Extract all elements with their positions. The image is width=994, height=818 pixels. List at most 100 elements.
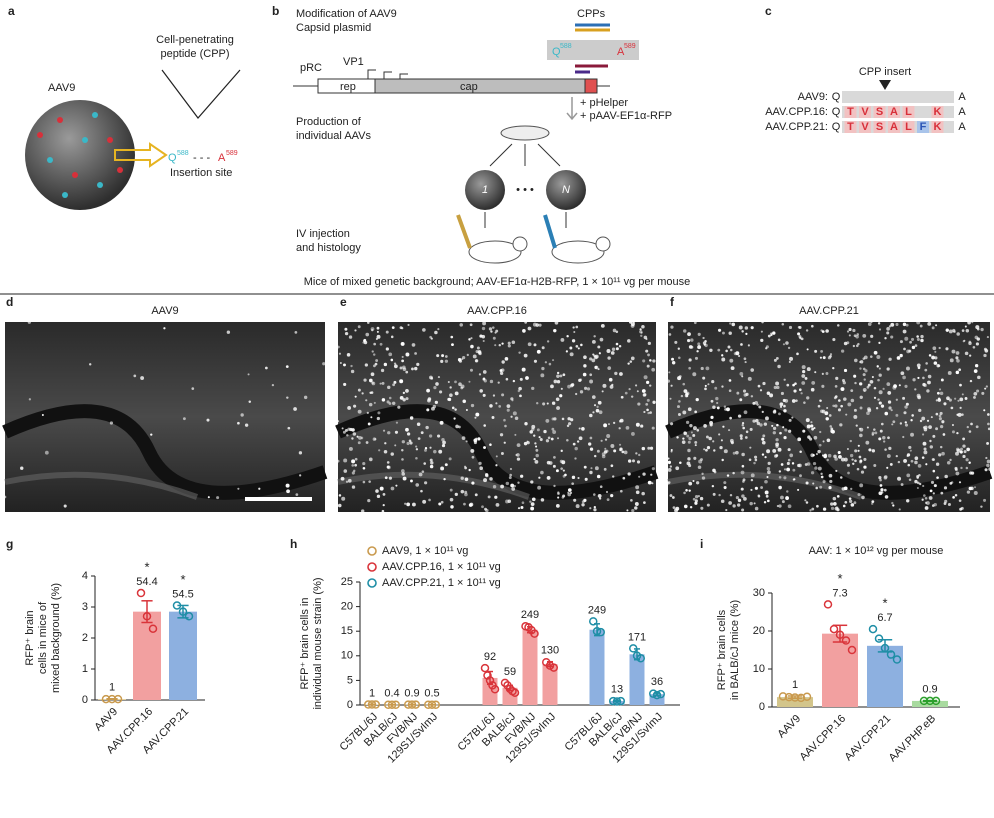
cell-signal <box>610 464 614 468</box>
y-tick-label: 10 <box>341 650 353 662</box>
legend-label: AAV.CPP.16, 1 × 10¹¹ vg <box>382 561 501 573</box>
cell-signal <box>489 477 493 481</box>
cell-signal <box>755 487 758 490</box>
cell-signal <box>685 489 688 492</box>
cell-signal <box>533 359 538 363</box>
cell-signal <box>819 485 823 489</box>
cell-signal <box>516 457 521 461</box>
cell-signal <box>380 368 385 373</box>
cell-signal <box>470 403 475 408</box>
cell-signal <box>576 440 580 443</box>
cell-signal <box>421 470 425 473</box>
bar <box>867 645 903 707</box>
cell-signal <box>830 502 834 506</box>
residue-q: Q <box>552 46 561 58</box>
cell-signal <box>489 443 492 446</box>
cell-signal <box>938 453 942 457</box>
cell-signal <box>440 359 444 363</box>
cell-signal <box>677 347 680 350</box>
cell-signal <box>911 345 916 350</box>
cell-signal <box>437 328 440 331</box>
cell-signal <box>819 399 822 402</box>
cell-signal <box>725 508 728 512</box>
bar <box>482 677 498 705</box>
cell-signal <box>630 324 635 328</box>
cell-signal <box>669 494 673 497</box>
cell-signal <box>711 484 715 488</box>
cell-signal <box>710 415 714 419</box>
cell-signal <box>552 464 556 468</box>
cell-signal <box>766 476 769 479</box>
cell-signal <box>848 334 851 337</box>
data-point <box>500 678 510 688</box>
cell-signal <box>240 413 244 417</box>
cell-signal <box>983 347 987 351</box>
cell-signal <box>466 353 469 357</box>
cell-signal <box>728 379 732 382</box>
cell-signal <box>444 355 448 358</box>
cell-signal <box>983 409 986 412</box>
cell-signal <box>597 345 601 349</box>
cell-signal <box>683 389 688 394</box>
cell-signal <box>485 473 489 477</box>
cell-signal <box>491 416 495 419</box>
cell-signal <box>810 424 814 428</box>
cell-signal <box>382 429 386 432</box>
cell-signal <box>695 397 699 402</box>
cell-signal <box>724 408 727 411</box>
cell-signal <box>381 381 385 385</box>
fold-label: 36 <box>651 676 663 688</box>
cell-signal <box>530 480 534 484</box>
cell-signal <box>696 350 699 353</box>
plasmid-label: pRC <box>300 62 322 74</box>
residue: S <box>876 121 883 133</box>
cell-signal <box>700 506 704 510</box>
residue-box <box>917 121 929 133</box>
bar <box>589 629 605 705</box>
cell-signal <box>744 436 748 439</box>
data-point <box>490 685 500 694</box>
insert-box <box>547 40 639 60</box>
cell-signal <box>414 352 417 355</box>
cell-signal <box>503 441 506 444</box>
cell-signal <box>531 386 535 391</box>
transfection-label: + pAAV-EF1α-RFP <box>580 110 672 122</box>
residue-box <box>844 106 857 118</box>
cell-signal <box>689 423 693 428</box>
cell-signal <box>737 414 742 418</box>
cell-signal <box>916 363 921 368</box>
cell-signal <box>646 364 650 368</box>
cell-signal <box>447 397 452 402</box>
cell-signal <box>922 484 925 488</box>
cell-signal <box>773 385 777 390</box>
cell-signal <box>449 393 453 398</box>
cell-signal <box>607 366 612 370</box>
cell-signal <box>910 337 915 341</box>
cell-signal <box>495 402 498 405</box>
cell-signal <box>716 406 720 410</box>
cell-signal <box>589 507 592 510</box>
y-tick-label: 20 <box>341 601 353 613</box>
cell-signal <box>596 449 600 453</box>
cell-signal <box>876 355 881 359</box>
cell-signal <box>879 478 882 482</box>
fold-label: 249 <box>588 604 606 616</box>
cell-signal <box>634 506 638 510</box>
cell-signal <box>765 494 769 498</box>
cell-signal <box>370 391 374 394</box>
cell-signal <box>465 408 468 411</box>
cell-signal <box>519 377 523 381</box>
cell-signal <box>826 458 829 462</box>
cell-signal <box>264 366 268 370</box>
cell-signal <box>856 467 860 471</box>
cell-signal <box>439 390 443 394</box>
cell-signal <box>855 335 859 339</box>
cell-signal <box>371 328 374 332</box>
cell-signal <box>207 496 210 499</box>
cell-signal <box>20 466 24 470</box>
y-axis-label: in BALB/cJ mice (%) <box>729 600 741 700</box>
cell-signal <box>956 332 960 336</box>
cell-signal <box>541 346 545 350</box>
cell-signal <box>806 348 809 351</box>
fold-label: 130 <box>541 645 559 657</box>
